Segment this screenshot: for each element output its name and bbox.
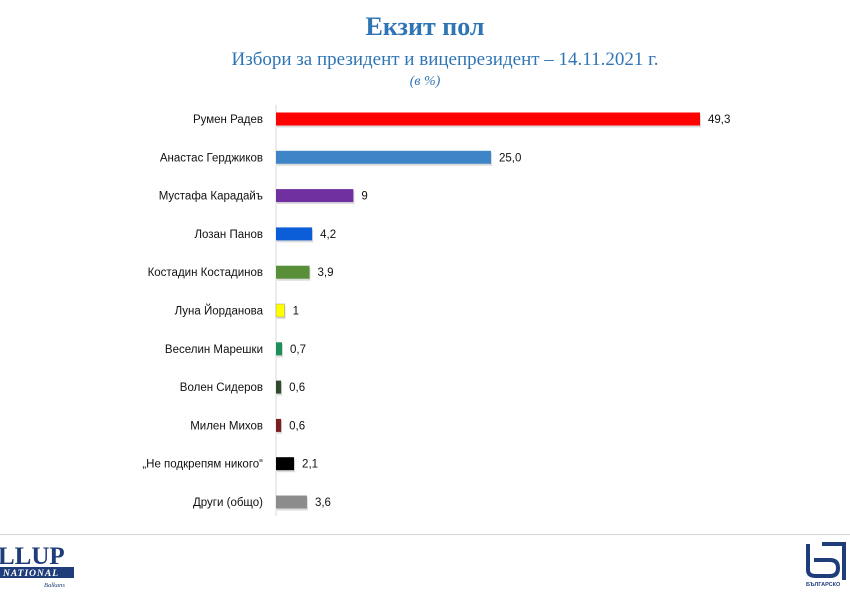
value-label: 9 — [361, 191, 367, 203]
value-label: 25,0 — [499, 152, 521, 164]
category-label: Румен Радев — [193, 114, 263, 126]
footer-divider — [0, 534, 850, 535]
value-label: 3,9 — [318, 267, 334, 279]
bar — [276, 112, 700, 126]
category-label: Луна Йорданова — [175, 305, 264, 318]
value-label: 2,1 — [302, 459, 318, 471]
bar — [276, 189, 354, 203]
bnt-logo: БЪЛГАРСКО — [806, 542, 846, 588]
value-label: 3,6 — [315, 497, 331, 509]
category-label: Веселин Марешки — [165, 344, 263, 356]
value-label: 0,7 — [290, 344, 306, 356]
gallup-logo-subtext: NATIONAL — [2, 569, 59, 579]
category-label: Волен Сидеров — [180, 382, 263, 394]
bar — [276, 227, 313, 241]
value-label: 4,2 — [320, 229, 336, 241]
category-label: Костадин Костадинов — [148, 267, 263, 279]
gallup-logo-text: LLUP — [0, 543, 65, 570]
bar — [276, 457, 295, 471]
bar — [276, 418, 282, 432]
bar — [275, 303, 285, 318]
gallup-logo-caption: Balkans — [44, 582, 65, 589]
chart-unit: (в %) — [409, 74, 441, 89]
value-label: 49,3 — [708, 114, 730, 126]
category-label: Други (общо) — [193, 497, 263, 509]
chart-title: Екзит пол — [365, 12, 485, 41]
bar-chart: Румен Радев 49,3 Анастас Герджиков 25,0 Муст… — [142, 105, 730, 516]
chart-subtitle: Избори за президент и вицепрезидент – 14… — [231, 49, 659, 70]
bnt-logo-caption: БЪЛГАРСКО — [806, 582, 841, 588]
category-label: Лозан Панов — [194, 229, 263, 241]
value-label: 0,6 — [289, 420, 305, 432]
category-label: Мустафа Карадайъ — [159, 191, 263, 203]
category-label: „Не подкрепям никого“ — [142, 459, 263, 471]
bar — [276, 495, 307, 509]
gallup-logo: LLUP NATIONAL Balkans — [0, 543, 74, 589]
bar — [276, 380, 282, 394]
value-label: 0,6 — [289, 382, 305, 394]
bar — [276, 150, 492, 164]
bar — [276, 342, 283, 356]
category-label: Анастас Герджиков — [160, 152, 263, 164]
value-label: 1 — [293, 306, 299, 318]
bar — [276, 265, 310, 279]
category-label: Милен Михов — [190, 420, 263, 432]
